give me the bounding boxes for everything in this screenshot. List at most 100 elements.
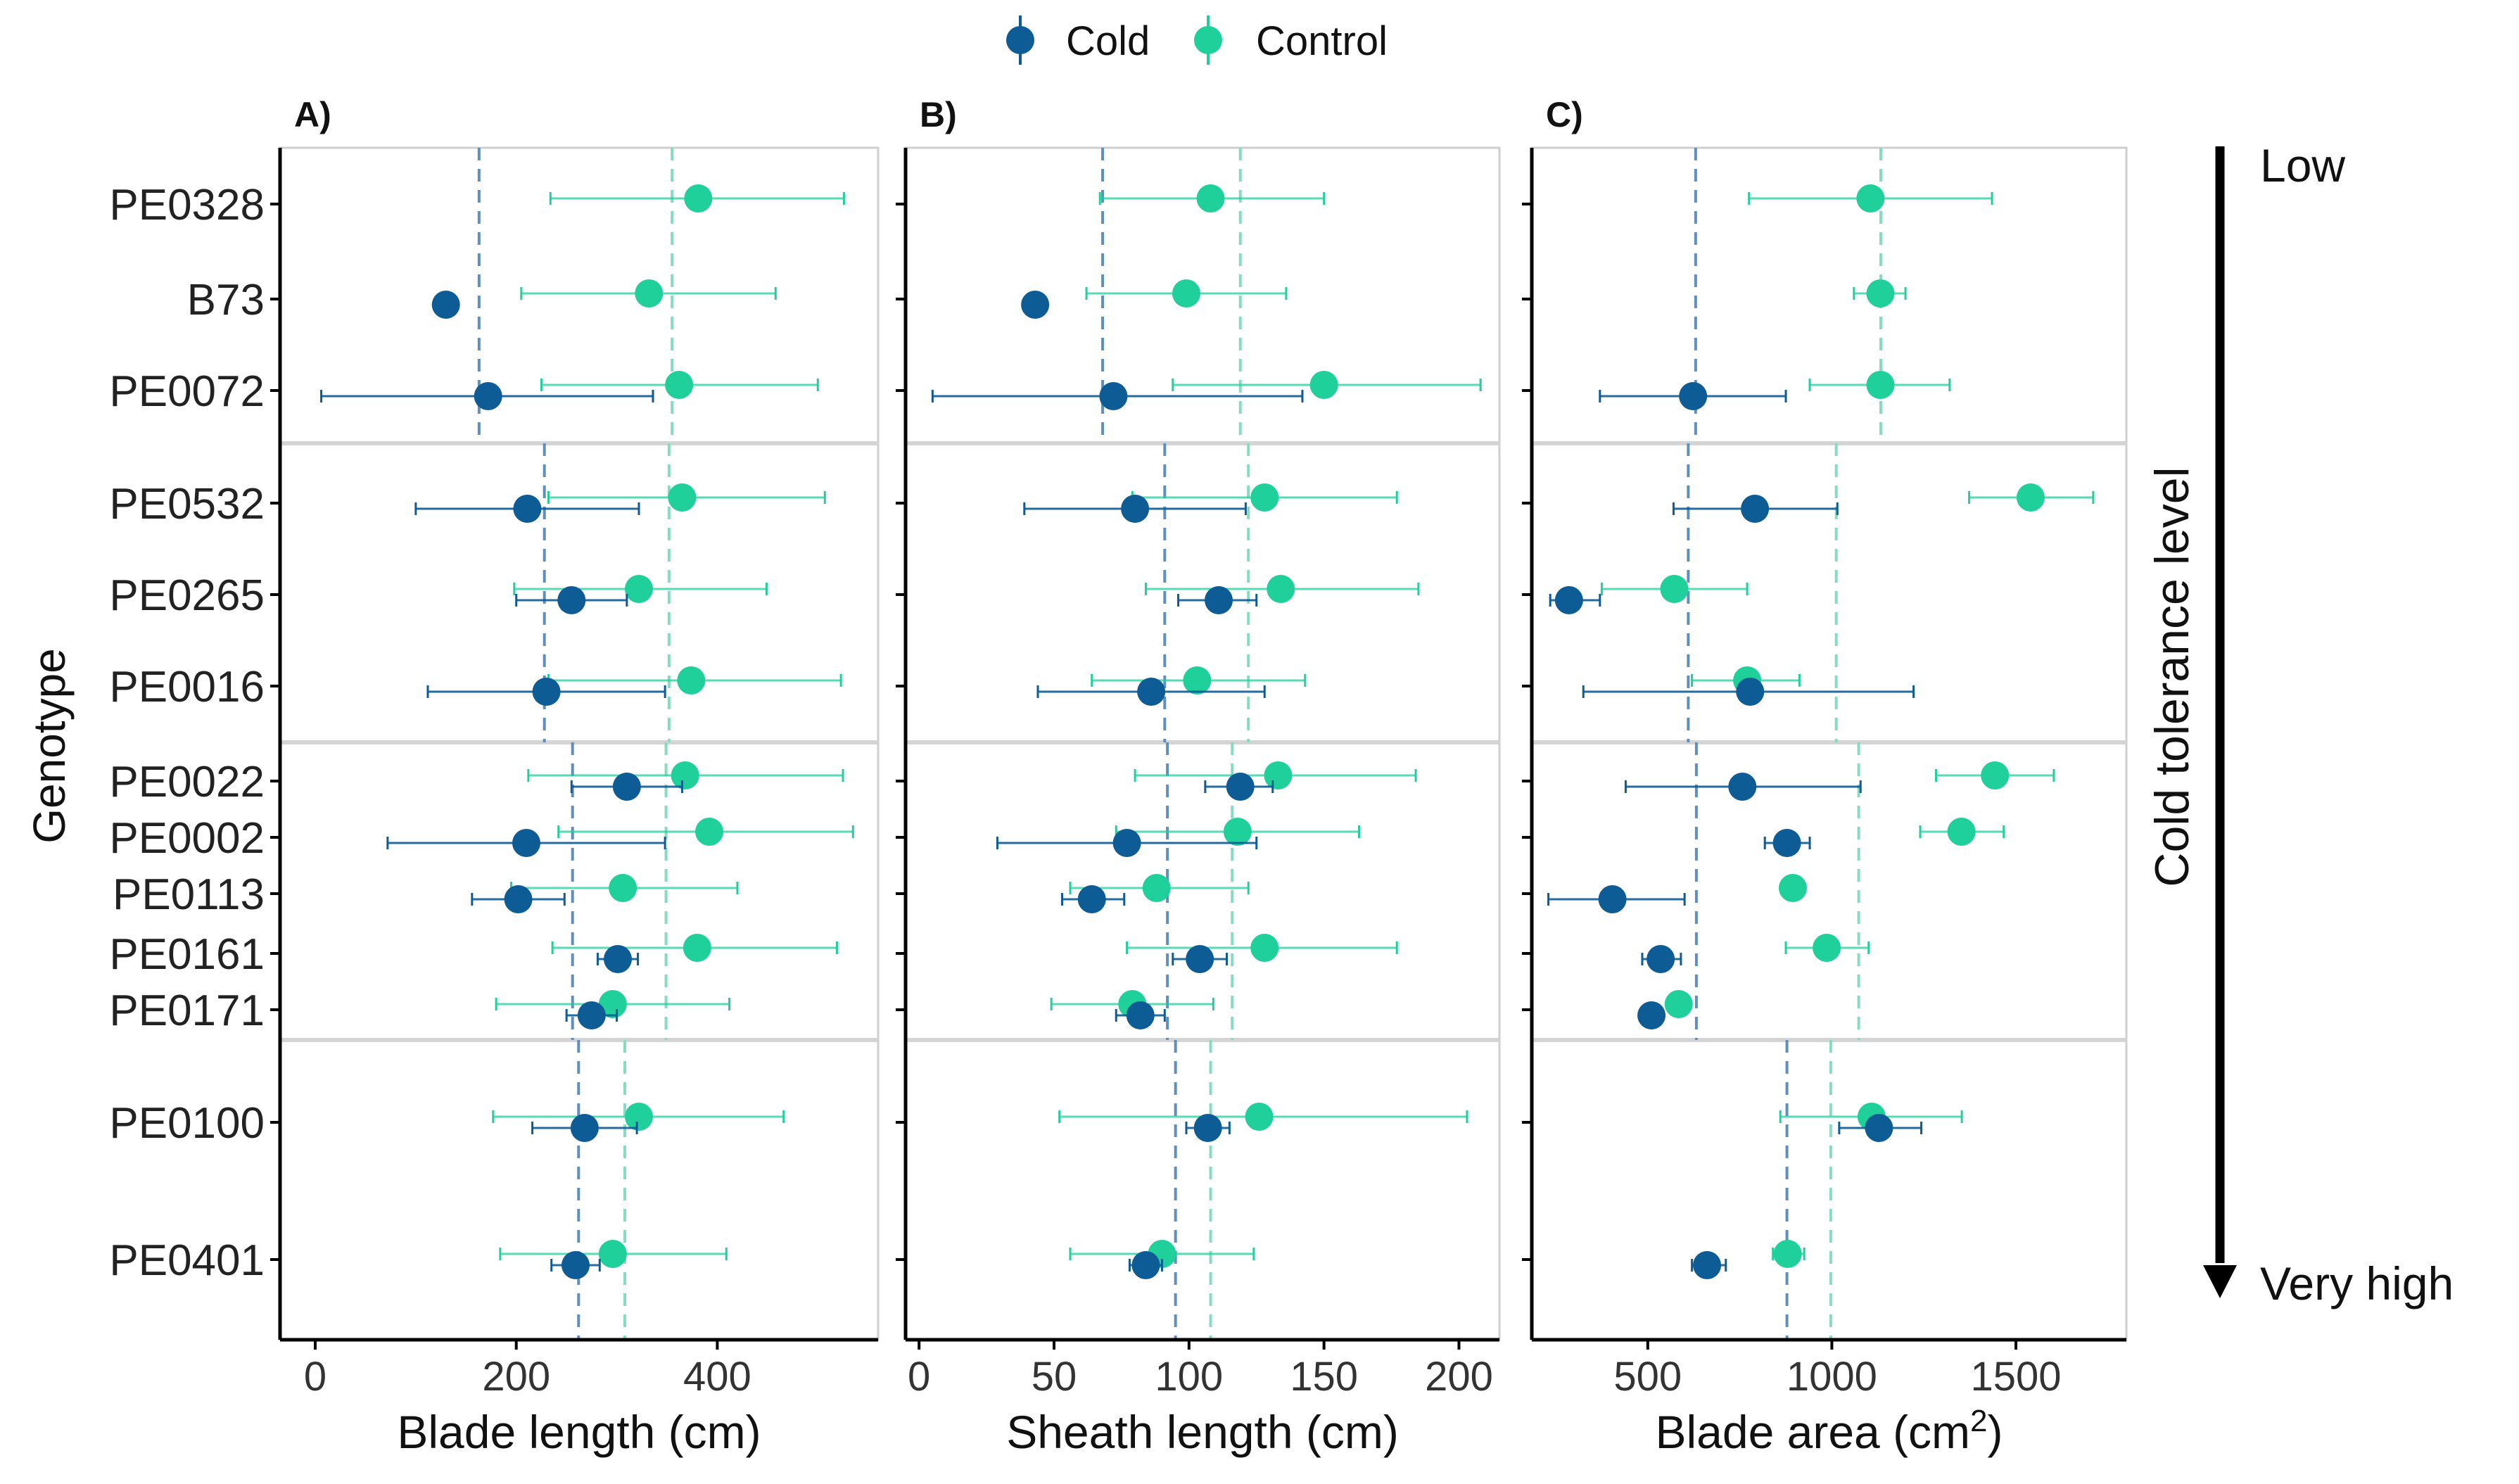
control-point bbox=[1172, 279, 1200, 307]
x-axis-title: Blade length (cm) bbox=[397, 1406, 761, 1458]
x-axis-title-suffix: ) bbox=[1988, 1406, 2003, 1458]
control-point bbox=[1866, 371, 1895, 399]
cold-point bbox=[1554, 586, 1583, 614]
genotype-label: PE0072 bbox=[109, 367, 265, 416]
cold-point bbox=[1112, 829, 1141, 857]
cold-point bbox=[1646, 945, 1675, 973]
panel-band-2 bbox=[279, 741, 880, 1041]
genotype-label: PE0265 bbox=[109, 571, 265, 620]
cold-point bbox=[561, 1251, 590, 1279]
genotype-label: PE0022 bbox=[109, 758, 265, 806]
cold-point bbox=[1021, 291, 1050, 319]
cold-point bbox=[1598, 885, 1627, 913]
tolerance-title: Cold tolerance level bbox=[2145, 467, 2199, 887]
x-tick-label: 1000 bbox=[1787, 1354, 1877, 1400]
panel-band-1 bbox=[904, 442, 1501, 744]
control-point bbox=[1183, 666, 1212, 695]
legend: Cold Control bbox=[1006, 15, 1388, 65]
control-point bbox=[1660, 575, 1689, 603]
x-tick-label: 1500 bbox=[1971, 1354, 2062, 1400]
genotype-label: PE0016 bbox=[109, 663, 265, 711]
x-axis-title: Blade area (cm2) bbox=[1656, 1404, 2003, 1459]
x-tick-label: 0 bbox=[908, 1354, 930, 1400]
cold-point bbox=[1126, 1001, 1155, 1029]
x-tick-label: 400 bbox=[683, 1354, 751, 1400]
tolerance-high-label: Very high bbox=[2260, 1257, 2454, 1309]
control-point bbox=[671, 761, 699, 789]
cold-point bbox=[612, 773, 641, 801]
control-point bbox=[1196, 184, 1225, 213]
control-point bbox=[684, 184, 713, 213]
x-tick-label: 500 bbox=[1613, 1354, 1682, 1400]
cold-point bbox=[532, 678, 561, 706]
genotype-label: PE0532 bbox=[109, 480, 265, 528]
cold-point bbox=[1193, 1114, 1222, 1142]
panel-band-0 bbox=[279, 146, 880, 445]
panel-label: A) bbox=[294, 95, 331, 134]
control-point bbox=[1981, 761, 2010, 789]
panel-a: 0 200 400 Blade length (cm) A) PE0328 B73 PE007… bbox=[109, 95, 880, 1458]
control-point bbox=[1250, 934, 1279, 962]
control-point bbox=[665, 371, 694, 399]
panel-band-3 bbox=[1530, 1039, 2128, 1341]
legend-item-control: Control bbox=[1194, 15, 1388, 65]
cold-point bbox=[604, 945, 632, 973]
cold-point bbox=[1728, 773, 1757, 801]
cold-point bbox=[512, 829, 540, 857]
cold-point bbox=[1131, 1251, 1160, 1279]
y-axis-title: Genotype bbox=[24, 648, 75, 844]
control-point bbox=[1773, 1240, 1802, 1268]
control-point bbox=[598, 1240, 627, 1268]
cold-point bbox=[1736, 678, 1765, 706]
control-point bbox=[668, 483, 697, 512]
control-point bbox=[1223, 818, 1252, 846]
panel-band-2 bbox=[1530, 741, 2128, 1041]
tolerance-indicator: Low Very high Cold tolerance level bbox=[2145, 139, 2454, 1309]
control-point bbox=[1245, 1103, 1274, 1131]
genotype-label: PE0100 bbox=[109, 1099, 265, 1148]
control-point bbox=[1264, 761, 1293, 789]
tolerance-low-label: Low bbox=[2260, 139, 2345, 191]
cold-point bbox=[1741, 495, 1770, 523]
control-point bbox=[609, 874, 637, 902]
control-point bbox=[1866, 279, 1895, 307]
cold-point bbox=[1186, 945, 1214, 973]
legend-control-marker bbox=[1194, 26, 1222, 54]
control-point bbox=[635, 279, 664, 307]
cold-point bbox=[431, 291, 460, 319]
legend-control-label: Control bbox=[1256, 18, 1388, 64]
tolerance-arrow-head bbox=[2203, 1265, 2237, 1298]
x-axis-title: Sheath length (cm) bbox=[1006, 1406, 1399, 1458]
cold-point bbox=[474, 382, 502, 410]
panel-band-2 bbox=[904, 741, 1501, 1041]
cold-point bbox=[557, 586, 586, 614]
genotype-label: PE0161 bbox=[109, 930, 265, 979]
legend-item-cold: Cold bbox=[1006, 15, 1150, 65]
cold-point bbox=[1693, 1251, 1722, 1279]
panel-band-3 bbox=[904, 1039, 1501, 1341]
cold-point bbox=[1865, 1114, 1893, 1142]
genotype-label: PE0401 bbox=[109, 1236, 265, 1285]
x-tick-label: 150 bbox=[1290, 1354, 1358, 1400]
control-point bbox=[625, 575, 653, 603]
cold-point bbox=[1637, 1001, 1666, 1029]
legend-cold-marker bbox=[1006, 26, 1034, 54]
control-point bbox=[1250, 483, 1279, 512]
x-tick-label: 200 bbox=[482, 1354, 550, 1400]
control-point bbox=[1856, 184, 1885, 213]
control-point bbox=[1309, 371, 1338, 399]
genotype-label: PE0113 bbox=[113, 870, 265, 919]
control-point bbox=[1813, 934, 1841, 962]
cold-point bbox=[1679, 382, 1708, 410]
cold-point bbox=[1205, 586, 1233, 614]
control-point bbox=[677, 666, 706, 695]
cold-point bbox=[570, 1114, 599, 1142]
cold-point bbox=[1772, 829, 1801, 857]
panel-label: B) bbox=[920, 95, 957, 134]
x-tick-label: 200 bbox=[1425, 1354, 1493, 1400]
cold-point bbox=[513, 495, 542, 523]
x-tick-label: 0 bbox=[304, 1354, 326, 1400]
